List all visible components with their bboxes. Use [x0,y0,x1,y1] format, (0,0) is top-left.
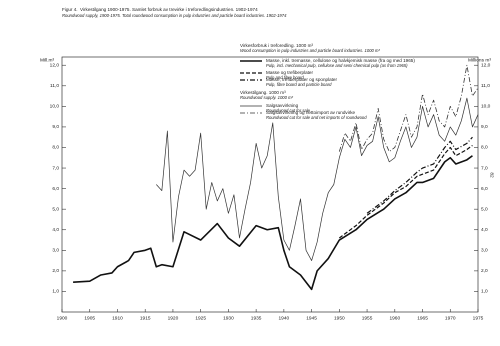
y2-tick-label: 4,0 [481,227,488,233]
series-line [338,64,479,152]
legend-header-en: Roundwood supply. 1000 m³ [240,95,294,100]
x-tick-label: 1900 [57,315,68,321]
x-tick-label: 1970 [445,315,456,321]
page-number: 82 [489,172,495,178]
y-tick-label: 9,0 [52,124,59,130]
y2-tick-label: 8,0 [481,145,488,151]
x-tick-label: 1905 [84,315,95,321]
legend-label-en: Pulp and fibre board [266,75,304,80]
legend-label-en: Roundwood cut for sale and net imports o… [266,115,367,120]
x-tick-label: 1975 [473,315,484,321]
y-axis-label: Mill.m³ [40,57,55,63]
y-tick-label: 12,0 [50,62,60,68]
chart-subtitle: Roundwood supply, 1900-1975. Total round… [62,13,287,18]
y-tick-label: 2,0 [52,268,59,274]
series-line [73,155,473,291]
y-tick-label: 5,0 [52,206,59,212]
x-tick-label: 1945 [306,315,317,321]
y2-tick-label: 9,0 [481,124,488,130]
series-line [156,97,479,261]
y2-tick-label: 6,0 [481,186,488,192]
y-tick-label: 4,0 [52,227,59,233]
y-tick-label: 10,0 [50,104,60,110]
legend-label: Masse og trefiberplater [266,70,313,75]
x-tick-label: 1925 [195,315,206,321]
y2-axis-label: Millions m³ [468,57,491,63]
legend-label: Salgsavvirkning og nettoimport av rundvi… [266,110,356,115]
chart-title: Virkestilgang 1900-1975. Samlet forbruk … [80,7,258,12]
x-tick-label: 1915 [140,315,151,321]
y2-tick-label: 11,0 [481,83,490,89]
y-tick-label: 6,0 [52,186,59,192]
x-tick-label: 1935 [251,315,262,321]
y-tick-label: 3,0 [52,248,59,254]
y2-tick-label: 1,0 [481,289,488,295]
legend-label: Masse, trefiberplater og sponplater [266,77,337,82]
x-tick-label: 1930 [223,315,234,321]
y2-tick-label: 2,0 [481,268,488,274]
legend-header: Virkesforbruk i treforedling. 1000 m³ [240,43,313,48]
y2-tick-label: 7,0 [481,165,488,171]
x-tick-label: 1910 [112,315,123,321]
x-tick-label: 1950 [334,315,345,321]
legend-label-en: Roundwood cut for sale [266,108,311,113]
legend-label: Masse, inkl. tremasse, cellulose og halv… [266,58,415,63]
series-line [338,144,473,239]
figure-label: Figur 4. [62,7,78,12]
x-tick-label: 1955 [362,315,373,321]
x-tick-label: 1960 [389,315,400,321]
legend-label-en: Pulp, fibre board and particle board [266,82,332,87]
y2-tick-label: 5,0 [481,206,488,212]
y2-tick-label: 3,0 [481,248,488,254]
y-tick-label: 1,0 [52,289,59,295]
plot-frame [61,56,479,313]
x-tick-label: 1965 [417,315,428,321]
x-tick-label: 1940 [279,315,290,321]
legend-label-en: Pulp, incl. mechanical pulp, cellulose a… [266,63,408,68]
y2-tick-label: 12,0 [481,62,491,68]
y2-tick-label: 10,0 [481,104,491,110]
legend-label: Salgsavvirkning [266,103,299,108]
legend-header: Virkestilgang. 1000 m³ [240,90,286,95]
legend-header-en: Wood consumption in pulp industries and … [240,48,380,53]
y-tick-label: 8,0 [52,145,59,151]
x-tick-label: 1920 [168,315,179,321]
y-tick-label: 11,0 [50,83,59,89]
y-tick-label: 7,0 [52,165,59,171]
series-line [366,136,473,214]
